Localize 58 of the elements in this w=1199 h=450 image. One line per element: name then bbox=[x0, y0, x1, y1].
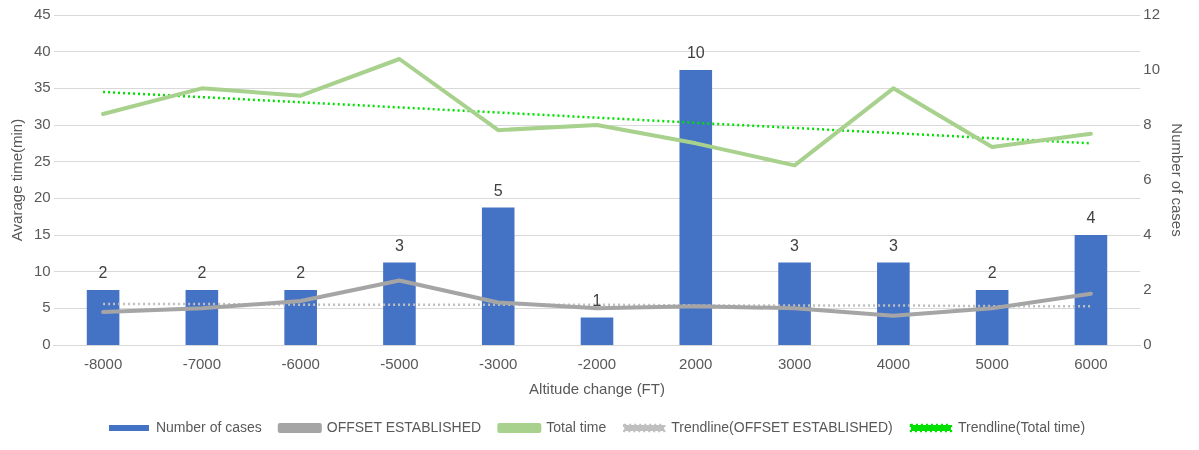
x-axis-title: Altitude change (FT) bbox=[529, 380, 665, 398]
x-tick-label: -7000 bbox=[182, 355, 222, 373]
y2-tick-label: 2 bbox=[1143, 280, 1152, 298]
data-label: 3 bbox=[790, 236, 800, 254]
data-label: 2 bbox=[197, 264, 207, 282]
x-tick-label: -8000 bbox=[83, 355, 123, 373]
y2-tick-label: 6 bbox=[1143, 170, 1152, 188]
y-tick-label: 25 bbox=[34, 151, 51, 169]
y2-tick-label: 8 bbox=[1143, 115, 1152, 133]
y2-tick-label: 0 bbox=[1143, 335, 1152, 353]
data-label: 1 bbox=[592, 291, 602, 309]
y-tick-label: 20 bbox=[34, 188, 51, 206]
y-tick-label: 15 bbox=[34, 225, 51, 243]
data-label: 4 bbox=[1086, 209, 1096, 227]
x-tick-label: 5000 bbox=[975, 355, 1009, 373]
y2-tick-label: 12 bbox=[1143, 5, 1160, 23]
y2-tick-label: 4 bbox=[1143, 225, 1152, 243]
legend-label: Trendline(OFFSET ESTABLISHED) bbox=[671, 418, 893, 435]
data-label: 3 bbox=[888, 236, 898, 254]
data-label: 2 bbox=[296, 264, 306, 282]
x-tick-label: 4000 bbox=[876, 355, 911, 373]
bar bbox=[383, 262, 416, 345]
y-tick-label: 45 bbox=[34, 5, 51, 23]
legend-label: OFFSET ESTABLISHED bbox=[326, 418, 482, 435]
x-tick-label: 3000 bbox=[777, 355, 812, 373]
y2-tick-label: 10 bbox=[1143, 60, 1160, 78]
bar bbox=[975, 290, 1009, 345]
bar bbox=[86, 290, 120, 345]
legend-label: Number of cases bbox=[155, 418, 262, 435]
data-label: 10 bbox=[686, 44, 705, 62]
bar bbox=[481, 207, 515, 345]
y-tick-label: 35 bbox=[34, 78, 51, 96]
y-tick-label: 5 bbox=[42, 298, 51, 316]
data-label: 2 bbox=[98, 264, 108, 282]
bar bbox=[185, 290, 219, 345]
legend-label: Trendline(Total time) bbox=[957, 418, 1086, 435]
data-label: 2 bbox=[987, 264, 997, 282]
y-tick-label: 40 bbox=[34, 41, 51, 59]
x-tick-label: -6000 bbox=[281, 355, 320, 373]
y2-axis-title: Number of cases bbox=[1168, 123, 1186, 237]
x-tick-label: -3000 bbox=[479, 355, 518, 373]
y-tick-label: 30 bbox=[34, 115, 51, 133]
x-tick-label: 2000 bbox=[679, 355, 713, 373]
data-label: 5 bbox=[493, 181, 503, 199]
y-axis-title: Avarage time(min) bbox=[8, 118, 26, 242]
bar bbox=[1074, 235, 1108, 345]
data-label: 3 bbox=[394, 236, 404, 254]
bar bbox=[778, 262, 811, 345]
x-tick-label: -2000 bbox=[577, 355, 617, 373]
bar bbox=[877, 262, 910, 345]
x-tick-label: -5000 bbox=[380, 355, 419, 373]
bar bbox=[284, 290, 317, 345]
legend-label: Total time bbox=[546, 418, 607, 435]
x-tick-label: 6000 bbox=[1074, 355, 1108, 373]
bar bbox=[580, 317, 614, 345]
bar bbox=[679, 70, 713, 345]
y-tick-label: 0 bbox=[42, 335, 51, 353]
y-tick-label: 10 bbox=[34, 261, 51, 279]
